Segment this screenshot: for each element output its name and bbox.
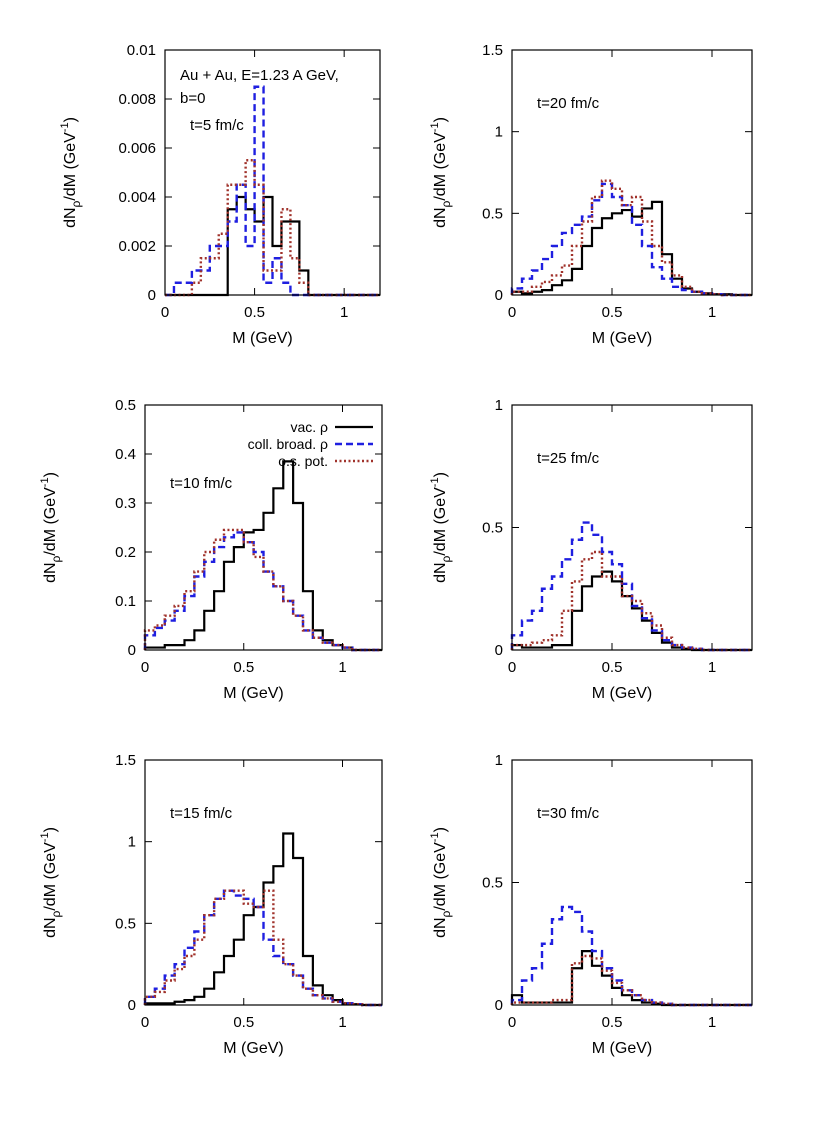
- x-tick-label: 0: [161, 304, 169, 321]
- y-tick-label: 0.1: [115, 593, 136, 610]
- plot-frame: [511, 49, 753, 296]
- x-tick-label: 0.5: [602, 659, 623, 676]
- x-axis-label: M (GeV): [592, 685, 652, 702]
- y-tick-label: 0: [495, 287, 503, 304]
- y-tick-label: 0.4: [115, 446, 136, 463]
- x-tick-label: 0.5: [233, 659, 254, 676]
- time-annotation: t=25 fm/c: [537, 450, 600, 467]
- panel-4: 0 0.5 1 0 0.5 1 M (GeV) dNρ/dM (GeV-1) t=25 fm/c: [429, 397, 753, 702]
- x-tick-label: 1: [708, 1014, 716, 1031]
- x-tick-label: 0.5: [602, 1014, 623, 1031]
- y-tick-label: 0.5: [115, 397, 136, 414]
- x-tick-label: 1: [338, 1014, 346, 1031]
- time-annotation: t=15 fm/c: [170, 805, 233, 822]
- x-tick-label: 0.5: [244, 304, 265, 321]
- x-axis-label: M (GeV): [223, 1040, 283, 1057]
- y-tick-label: 1: [495, 752, 503, 769]
- figure-header-line-2: b=0: [180, 90, 205, 107]
- panel-1: 0 0.5 1 0 0.002 0.004 0.006 0.008 0.01 M (GeV) dNρ…: [59, 42, 381, 347]
- panel-6: 0 0.5 1 0 0.5 1 M (GeV) dNρ/dM (GeV-1) t=30 fm/c: [429, 752, 753, 1057]
- y-axis-label: dNρ/dM (GeV-1): [429, 827, 453, 938]
- y-tick-label: 0.5: [482, 875, 503, 892]
- panel-5: 0 0.5 1 0 0.5 1 1.5 M (GeV) dNρ/dM (GeV-1) t=15 f…: [39, 752, 383, 1057]
- x-axis-label: M (GeV): [592, 330, 652, 347]
- panel-3: 0 0.5 1 0 0.1 0.2 0.3 0.4 0.5 M (GeV) dNρ/dM (GeV-…: [39, 397, 383, 702]
- x-tick-label: 0: [141, 659, 149, 676]
- x-tick-label: 0.5: [233, 1014, 254, 1031]
- plot-frame: [511, 404, 753, 651]
- y-axis-label: dNρ/dM (GeV-1): [429, 472, 453, 583]
- series-line-2: [510, 182, 752, 297]
- series-line-2: [143, 531, 382, 652]
- y-axis-label: dNρ/dM (GeV-1): [59, 117, 83, 228]
- y-tick-label: 0.3: [115, 495, 136, 512]
- panel-2: 0 0.5 1 0 0.5 1 1.5 M (GeV) dNρ/dM (GeV-1) t=20 f…: [429, 42, 753, 347]
- series-line-3: [143, 889, 382, 1007]
- y-tick-label: 0.2: [115, 544, 136, 561]
- series-line-1: [510, 200, 752, 297]
- y-tick-label: 0.5: [115, 915, 136, 932]
- x-tick-label: 1: [340, 304, 348, 321]
- time-annotation: t=30 fm/c: [537, 805, 600, 822]
- series-line-2: [510, 521, 752, 652]
- series-line-3: [510, 550, 752, 652]
- x-axis-label: M (GeV): [232, 330, 292, 347]
- x-tick-label: 1: [708, 659, 716, 676]
- x-axis-label: M (GeV): [592, 1040, 652, 1057]
- series-line-3: [510, 179, 752, 297]
- y-tick-label: 1.5: [115, 752, 136, 769]
- series-line-1: [143, 832, 382, 1007]
- x-tick-label: 1: [708, 304, 716, 321]
- y-axis-label: dNρ/dM (GeV-1): [429, 117, 453, 228]
- y-tick-label: 1: [495, 124, 503, 141]
- plot-frame: [164, 49, 381, 296]
- plot-frame: [511, 759, 753, 1006]
- x-tick-label: 1: [338, 659, 346, 676]
- y-tick-label: 0.5: [482, 520, 503, 537]
- y-tick-label: 0.5: [482, 205, 503, 222]
- x-tick-label: 0: [508, 659, 516, 676]
- time-annotation: t=20 fm/c: [537, 95, 600, 112]
- time-annotation: t=5 fm/c: [190, 117, 244, 134]
- y-axis-label: dNρ/dM (GeV-1): [39, 827, 63, 938]
- x-tick-label: 0.5: [602, 304, 623, 321]
- legend-label-1: vac. ρ: [290, 419, 328, 435]
- y-tick-label: 1: [495, 397, 503, 414]
- y-tick-label: 0.01: [127, 42, 156, 59]
- time-annotation: t=10 fm/c: [170, 475, 233, 492]
- y-axis-label: dNρ/dM (GeV-1): [39, 472, 63, 583]
- y-tick-label: 0.004: [118, 189, 156, 206]
- legend-label-3: o.s. pot.: [278, 453, 328, 469]
- series-line-1: [510, 950, 752, 1007]
- y-tick-label: 0: [148, 287, 156, 304]
- y-tick-label: 0: [128, 997, 136, 1014]
- x-axis-label: M (GeV): [223, 685, 283, 702]
- plot-frame: [144, 759, 383, 1006]
- y-tick-label: 0.006: [118, 140, 156, 157]
- series-line-1: [165, 195, 380, 297]
- y-tick-label: 0.008: [118, 91, 156, 108]
- x-tick-label: 0: [141, 1014, 149, 1031]
- y-tick-label: 1: [128, 834, 136, 851]
- y-tick-label: 0.002: [118, 238, 156, 255]
- x-tick-label: 0: [508, 1014, 516, 1031]
- y-tick-label: 1.5: [482, 42, 503, 59]
- y-tick-label: 0: [495, 997, 503, 1014]
- y-tick-label: 0: [495, 642, 503, 659]
- x-tick-label: 0: [508, 304, 516, 321]
- figure-header-line-1: Au + Au, E=1.23 A GeV,: [180, 67, 339, 84]
- series-line-3: [143, 528, 382, 652]
- legend-label-2: coll. broad. ρ: [248, 436, 328, 452]
- plot-frame: [144, 404, 383, 651]
- y-tick-label: 0: [128, 642, 136, 659]
